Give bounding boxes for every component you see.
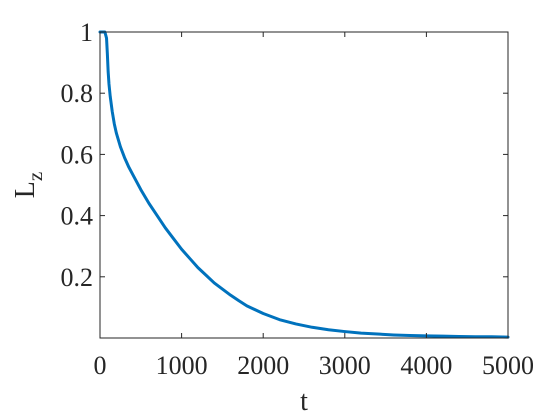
- series-line-0: [98, 30, 510, 339]
- y-axis-label: Lz: [10, 172, 47, 198]
- y-tick-label: 0.2: [61, 263, 94, 292]
- plot-area-box: [99, 31, 509, 339]
- y-axis-label-subscript: z: [23, 172, 47, 181]
- y-tick-label: 1: [80, 18, 93, 47]
- x-tick-label: 1000: [156, 351, 208, 380]
- x-tick-label: 0: [94, 351, 107, 380]
- data-layer: [98, 30, 510, 339]
- x-axis-label: t: [300, 386, 308, 417]
- x-tick-label: 5000: [482, 351, 534, 380]
- y-axis-label-main: L: [10, 181, 41, 198]
- ticks-layer: 0 1000 2000 3000 4000 5000 0.2 0.4 0.6 0.8 1: [61, 18, 535, 380]
- y-tick-label: 0.6: [61, 140, 94, 169]
- svg-text:Lz: Lz: [10, 172, 47, 198]
- y-tick-label: 0.4: [61, 202, 94, 231]
- x-tick-label: 3000: [319, 351, 371, 380]
- y-tick-label: 0.8: [61, 79, 94, 108]
- plot-area-background: [100, 32, 508, 338]
- x-tick-label: 4000: [400, 351, 452, 380]
- x-tick-label: 2000: [237, 351, 289, 380]
